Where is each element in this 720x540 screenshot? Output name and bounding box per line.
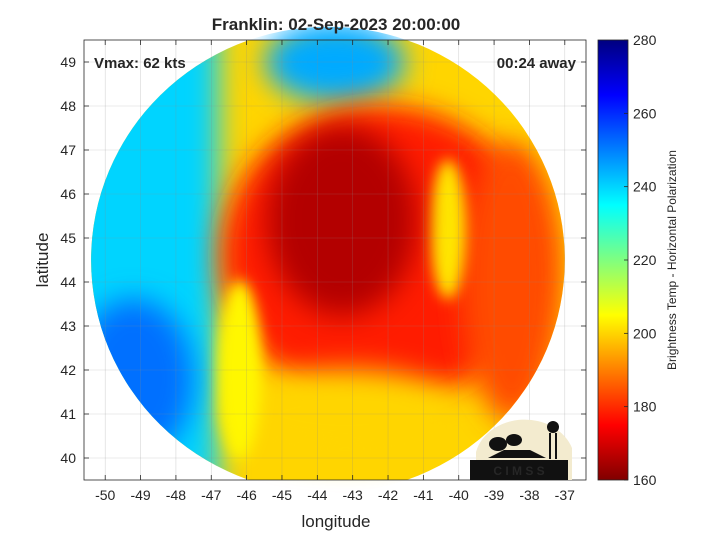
x-tick-label: -43 bbox=[343, 487, 363, 503]
y-tick-label: 47 bbox=[60, 142, 76, 158]
y-axis-label: latitude bbox=[33, 233, 52, 288]
colorbar-tick-label: 220 bbox=[633, 252, 657, 268]
cimss-logo: C I M S S bbox=[470, 419, 572, 480]
eye-cold-core bbox=[267, 125, 418, 316]
satellite-dish-icon bbox=[489, 437, 507, 451]
chart-title: Franklin: 02-Sep-2023 20:00:00 bbox=[212, 15, 461, 34]
x-tick-label: -45 bbox=[272, 487, 292, 503]
north-warm-region bbox=[265, 26, 405, 102]
brightness-temp-field bbox=[91, 26, 565, 494]
logo-banner bbox=[470, 460, 568, 480]
x-tick-label: -47 bbox=[201, 487, 221, 503]
x-tick-label: -39 bbox=[484, 487, 504, 503]
x-tick-label: -46 bbox=[237, 487, 257, 503]
x-tick-label: -44 bbox=[307, 487, 327, 503]
colorbar bbox=[598, 40, 628, 480]
axes-frame bbox=[83, 39, 587, 481]
eastern-band bbox=[461, 142, 562, 422]
x-tick-label: -38 bbox=[519, 487, 539, 503]
west-transition bbox=[217, 280, 262, 460]
y-axis-ticks: 40 41 42 43 44 45 46 47 48 49 bbox=[60, 54, 586, 466]
colorbar-ticks: 160 180 200 220 240 260 280 bbox=[624, 32, 657, 488]
colorbar-tick-label: 160 bbox=[633, 472, 657, 488]
x-tick-label: -37 bbox=[555, 487, 575, 503]
y-tick-label: 41 bbox=[60, 406, 76, 422]
x-tick-label: -50 bbox=[95, 487, 115, 503]
grid bbox=[84, 40, 586, 480]
vmax-annotation: Vmax: 62 kts bbox=[94, 55, 186, 72]
x-tick-label: -41 bbox=[413, 487, 433, 503]
building-icon bbox=[488, 450, 546, 458]
x-tick-label: -48 bbox=[166, 487, 186, 503]
southern-region bbox=[225, 369, 466, 459]
water-tower-leg-icon bbox=[555, 433, 557, 459]
x-axis-label: longitude bbox=[301, 512, 370, 531]
x-tick-label: -40 bbox=[449, 487, 469, 503]
y-tick-label: 45 bbox=[60, 230, 76, 246]
y-tick-label: 42 bbox=[60, 362, 76, 378]
y-tick-label: 40 bbox=[60, 450, 76, 466]
x-axis-ticks: -50 -49 -48 -47 -46 -45 -44 -43 -42 -41 -40 -39 -38-… bbox=[95, 40, 575, 503]
x-tick-label: -49 bbox=[130, 487, 150, 503]
colorbar-tick-label: 200 bbox=[633, 325, 657, 341]
y-tick-label: 48 bbox=[60, 98, 76, 114]
colorbar-tick-label: 180 bbox=[633, 399, 657, 415]
satellite-dish-icon bbox=[506, 434, 522, 446]
y-tick-label: 44 bbox=[60, 274, 76, 290]
colorbar-label: Brightness Temp - Horizontal Polarizatio… bbox=[665, 150, 679, 370]
water-tower-tank-icon bbox=[547, 421, 559, 433]
colorbar-tick-label: 240 bbox=[633, 179, 657, 195]
y-tick-label: 46 bbox=[60, 186, 76, 202]
y-tick-label: 43 bbox=[60, 318, 76, 334]
colorbar-tick-label: 260 bbox=[633, 105, 657, 121]
time-away-annotation: 00:24 away bbox=[497, 55, 577, 72]
logo-text: C I M S S bbox=[493, 464, 544, 478]
y-tick-label: 49 bbox=[60, 54, 76, 70]
x-tick-label: -42 bbox=[378, 487, 398, 503]
water-tower-leg-icon bbox=[549, 433, 551, 459]
east-gap bbox=[430, 159, 467, 300]
colorbar-tick-label: 280 bbox=[633, 32, 657, 48]
